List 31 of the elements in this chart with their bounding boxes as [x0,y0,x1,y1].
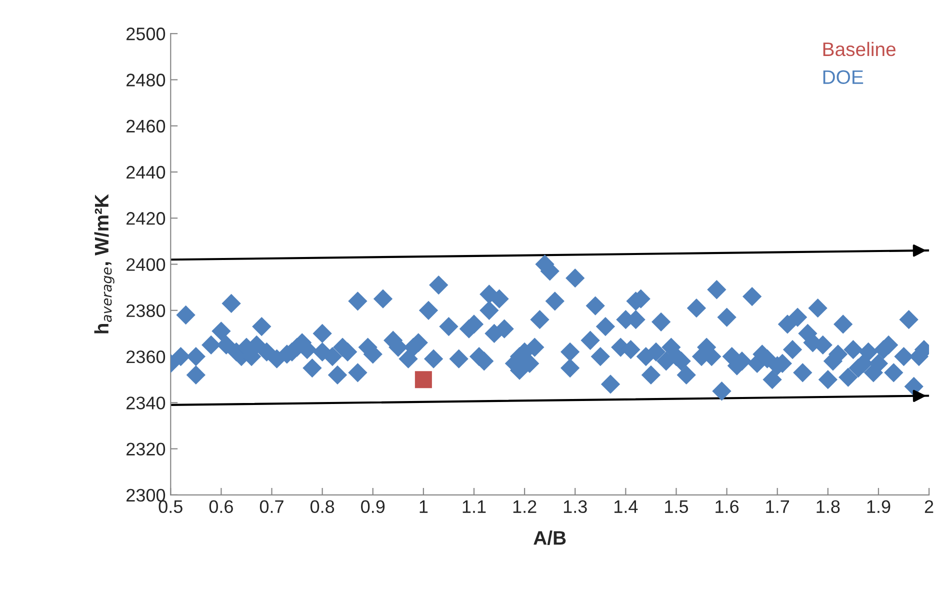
y-tick-label: 2460 [126,120,166,133]
x-tick-label: 1.2 [513,500,536,513]
x-tick-label: 1.1 [462,500,486,513]
x-tick-label: 0.6 [209,500,233,514]
x-tick-label: 1.6 [716,500,739,514]
x-tick-label: 0.7 [260,500,284,514]
x-tick-label: 1.7 [766,500,790,513]
x-tick-label: 1.5 [665,500,688,514]
y-tick-label: 2480 [126,74,166,86]
x-tick-label: 0.8 [310,500,334,514]
x-tick-label: 1 [420,500,428,513]
x-tick-label: 1.9 [867,500,890,514]
y-tick-label: 2400 [126,258,166,271]
y-tick-label: 2440 [126,166,166,179]
y-tick-label: 2380 [126,304,166,318]
x-axis-title: A/B [534,530,566,545]
y-tick-label: 2500 [126,28,166,40]
x-tick-label: 0.5 [158,500,182,514]
y-tick-label: 2300 [126,488,166,502]
x-tick-label: 1.4 [614,500,638,513]
x-tick-label: 0.9 [361,500,385,514]
text: Baseline [823,42,896,56]
y-tick-label: 2340 [126,396,166,410]
y-tick-label: 2420 [126,212,166,225]
y-tick-label: 2360 [126,350,166,364]
y-tick-label: 2320 [126,442,166,456]
x-tick-label: 2 [924,500,934,513]
x-tick-label: 1.8 [816,500,840,514]
x-tick-label: 1.3 [564,500,587,514]
text: DOE [823,70,864,84]
y-axis-title: h$_{average}$, W/m²K [94,194,114,334]
